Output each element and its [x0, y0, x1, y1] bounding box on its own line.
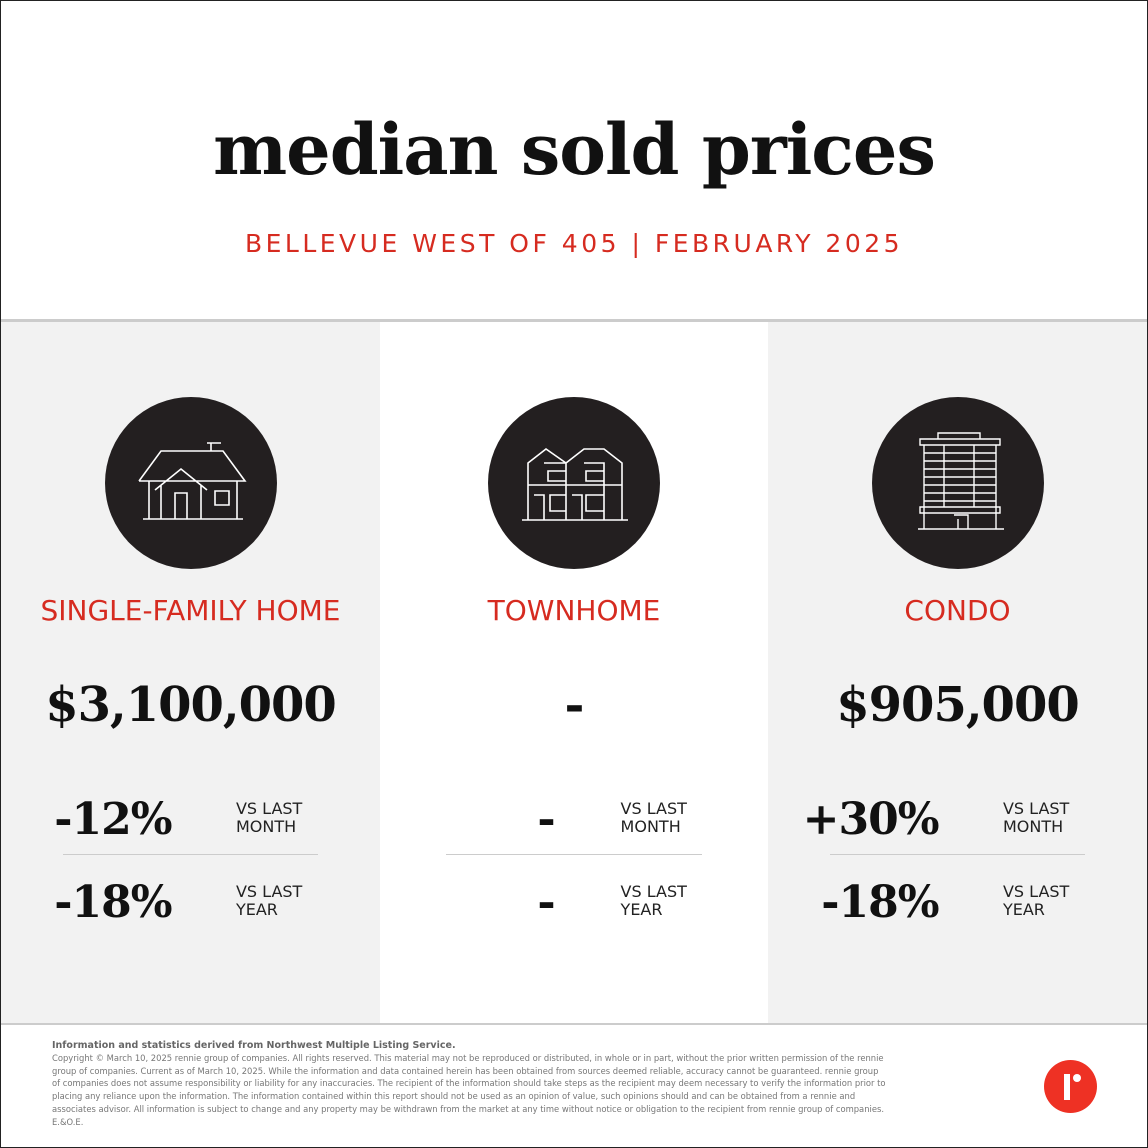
year-change-row: -18% VS LAST YEAR	[768, 875, 1147, 935]
disclaimer-line: group of companies. Current as of March …	[52, 1065, 879, 1076]
year-change-row: -18% VS LAST YEAR	[1, 875, 380, 935]
month-change-row: - VS LAST MONTH	[380, 792, 768, 852]
page-title: median sold prices	[213, 108, 936, 191]
median-price: -	[564, 677, 585, 733]
column-condo: CONDO $905,000 +30% VS LAST MONTH -18% VS…	[768, 322, 1147, 1024]
row-divider	[63, 854, 318, 855]
year-label: VS LAST YEAR	[1002, 882, 1070, 919]
column-townhome: TOWNHOME - - VS LAST MONTH - VS LAST YEAR	[380, 322, 768, 1024]
disclaimer-line: associates advisor. All information is s…	[52, 1103, 885, 1114]
disclaimer-line: E.&O.E.	[52, 1116, 84, 1127]
footer-disclaimer: Copyright © March 10, 2025 rennie group …	[52, 1052, 886, 1128]
month-label: VS LAST MONTH	[620, 799, 687, 836]
year-change: -	[537, 877, 555, 928]
column-single-family: SINGLE-FAMILY HOME $3,100,000 -12% VS LA…	[1, 322, 380, 1024]
month-change: -	[537, 794, 555, 845]
disclaimer-line: placing any reliance upon the informatio…	[52, 1091, 856, 1102]
footer: Information and statistics derived from …	[0, 1023, 1148, 1148]
year-change: -18%	[821, 877, 939, 928]
divider	[0, 319, 1148, 322]
year-label: VS LAST YEAR	[235, 882, 303, 919]
row-divider	[446, 854, 702, 855]
year-change-row: - VS LAST YEAR	[380, 875, 768, 935]
month-label: VS LAST MONTH	[1002, 799, 1070, 836]
rennie-logo	[1044, 1060, 1097, 1113]
month-label: VS LAST MONTH	[235, 799, 303, 836]
month-change: +30%	[802, 794, 940, 845]
townhouse-icon	[488, 397, 660, 569]
year-change: -18%	[54, 877, 172, 928]
house-icon	[104, 397, 277, 569]
property-type: CONDO	[904, 594, 1011, 627]
median-price: $905,000	[836, 677, 1080, 733]
year-label: VS LAST YEAR	[620, 882, 687, 919]
property-type: SINGLE-FAMILY HOME	[40, 594, 341, 627]
property-type: TOWNHOME	[487, 594, 661, 627]
row-divider	[830, 854, 1085, 855]
page-subtitle: BELLEVUE WEST OF 405 | FEBRUARY 2025	[244, 229, 904, 258]
footer-source: Information and statistics derived from …	[52, 1040, 456, 1051]
month-change: -12%	[54, 794, 172, 845]
header: median sold prices BELLEVUE WEST OF 405 …	[0, 0, 1148, 321]
disclaimer-line: Copyright © March 10, 2025 rennie group …	[52, 1053, 884, 1063]
median-price: $3,100,000	[45, 677, 337, 733]
condo-building-icon	[871, 397, 1044, 569]
month-change-row: -12% VS LAST MONTH	[1, 792, 380, 852]
disclaimer-line: of companies does not assume responsibil…	[52, 1078, 886, 1089]
month-change-row: +30% VS LAST MONTH	[768, 792, 1147, 852]
